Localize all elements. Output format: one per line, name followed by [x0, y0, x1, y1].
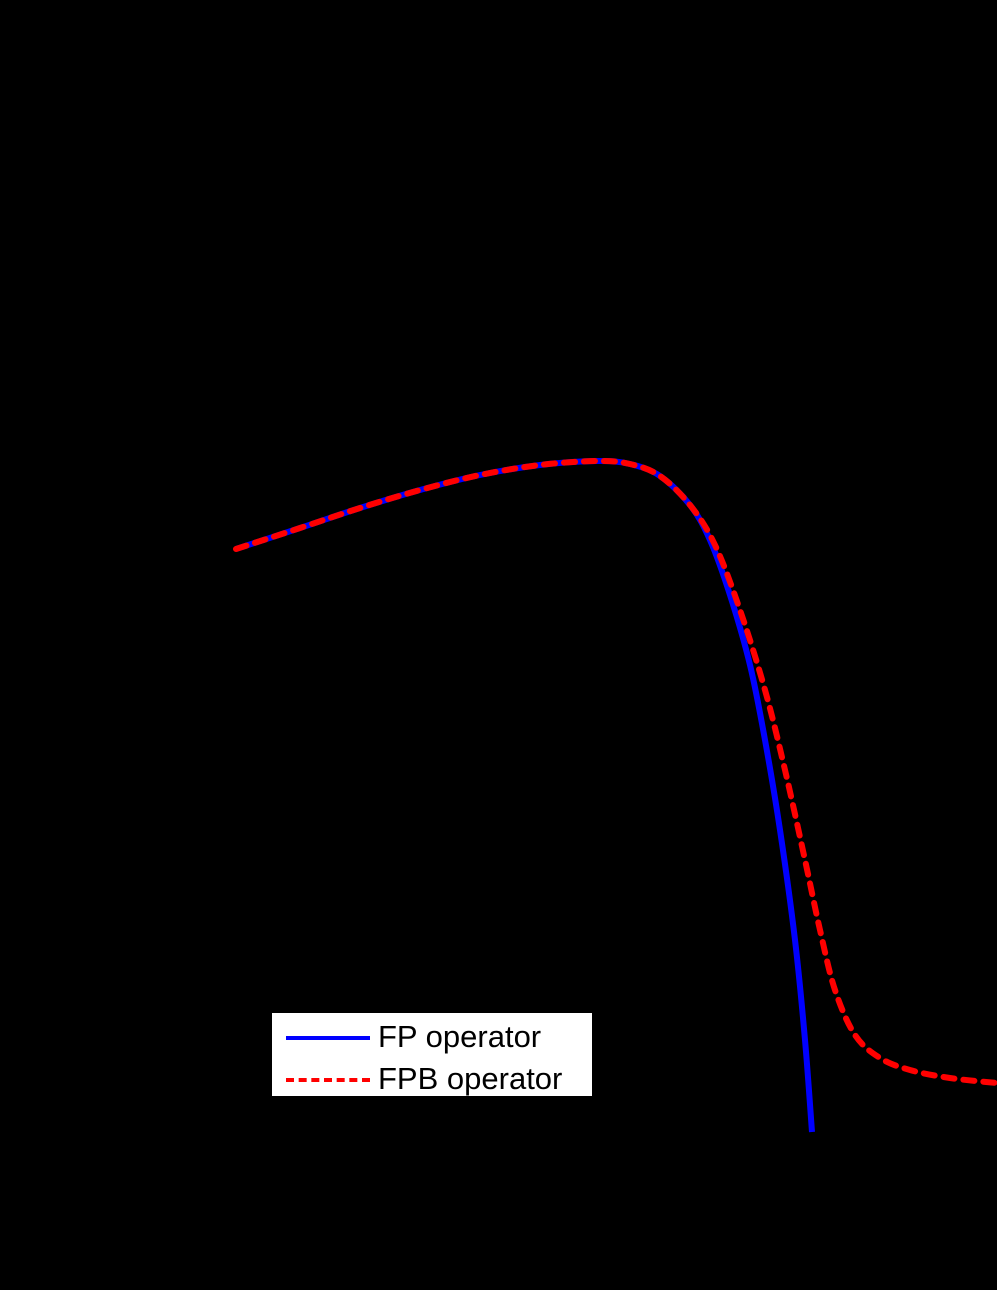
legend-item-fpb: FPB operator — [272, 1059, 592, 1099]
legend-label: FPB operator — [378, 1061, 563, 1096]
solid-line-swatch-icon — [286, 1036, 370, 1040]
fpb-operator-line — [233, 457, 997, 1086]
dashed-line-swatch-icon — [286, 1078, 370, 1082]
legend-item-fp: FP operator — [272, 1017, 592, 1057]
legend: FP operator FPB operator — [271, 1012, 593, 1097]
legend-label: FP operator — [378, 1019, 542, 1054]
